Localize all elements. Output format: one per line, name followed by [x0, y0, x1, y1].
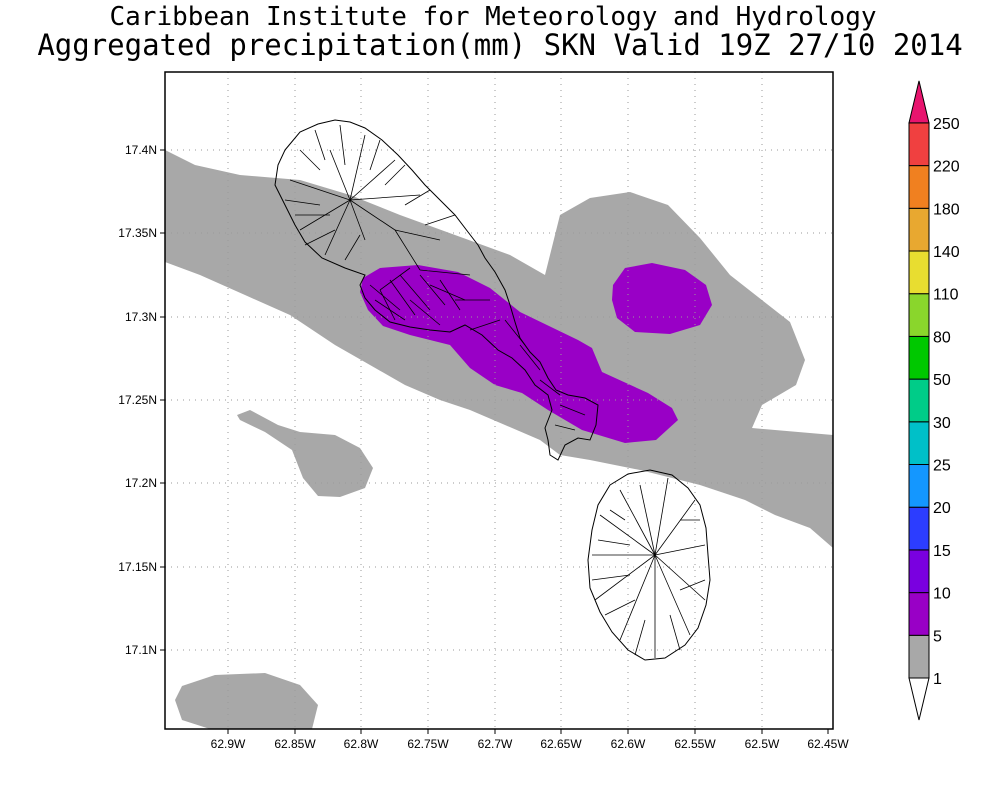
legend-label: 180	[933, 201, 960, 218]
legend-swatch	[908, 207, 930, 252]
legend-label: 250	[933, 116, 960, 133]
x-tick-label: 62.85W	[274, 737, 316, 751]
y-tick-label: 17.3N	[125, 310, 157, 324]
x-tick-label: 62.65W	[540, 737, 582, 751]
legend-swatch	[908, 378, 930, 423]
legend-label: 30	[933, 415, 951, 432]
map-title-line2: Aggregated precipitation(mm) SKN Valid 1…	[37, 28, 963, 62]
y-axis-labels: 17.4N 17.35N 17.3N 17.25N 17.2N 17.15N 1…	[118, 143, 157, 657]
y-tick-label: 17.4N	[125, 143, 157, 157]
legend-swatch	[908, 506, 930, 551]
island-st-kitts	[587, 469, 711, 661]
legend-label: 5	[933, 628, 942, 645]
legend-swatch	[908, 549, 930, 594]
tick-marks	[160, 149, 829, 734]
legend-label: 1	[933, 671, 942, 688]
x-tick-label: 62.45W	[807, 737, 849, 751]
legend-swatch	[908, 421, 930, 465]
legend-label: 50	[933, 372, 951, 389]
x-axis-labels: 62.9W 62.85W 62.8W 62.75W 62.7W 62.65W 6…	[211, 737, 850, 751]
x-tick-label: 62.6W	[611, 737, 646, 751]
y-tick-label: 17.2N	[125, 476, 157, 490]
precip-blob-1-5mm-southwest	[175, 673, 318, 729]
island-st-kitts-outline	[587, 469, 711, 661]
legend-swatch	[908, 335, 930, 380]
legend-swatch	[908, 634, 930, 679]
legend-swatch	[908, 464, 930, 508]
legend-label: 10	[933, 586, 951, 603]
x-tick-label: 62.75W	[407, 737, 449, 751]
legend-arrow-low	[908, 677, 930, 721]
y-tick-label: 17.1N	[125, 643, 157, 657]
x-tick-label: 62.9W	[211, 737, 246, 751]
legend-label: 15	[933, 543, 951, 560]
precip-blob-1-5mm-west	[237, 410, 373, 497]
x-tick-label: 62.7W	[478, 737, 513, 751]
legend-arrow-high	[908, 80, 930, 124]
y-tick-label: 17.25N	[118, 393, 157, 407]
map-title-line1: Caribbean Institute for Meteorology and …	[109, 2, 877, 32]
legend-swatch	[908, 165, 930, 209]
precip-field	[165, 150, 833, 729]
y-tick-label: 17.35N	[118, 226, 157, 240]
legend-label: 80	[933, 329, 951, 346]
island-nevis	[274, 119, 599, 461]
legend-swatch	[908, 250, 930, 295]
y-tick-label: 17.15N	[118, 560, 157, 574]
legend-swatch	[908, 122, 930, 167]
legend-label: 25	[933, 458, 951, 475]
legend-label: 110	[933, 287, 959, 304]
precip-blob-5-10mm-east	[612, 263, 712, 334]
precip-band-5-10mm	[360, 265, 678, 443]
x-tick-label: 62.8W	[344, 737, 379, 751]
x-tick-label: 62.55W	[674, 737, 716, 751]
legend-label: 140	[933, 244, 960, 261]
x-tick-label: 62.5W	[745, 737, 780, 751]
legend-swatch	[908, 293, 930, 337]
island-nevis-watersheds	[284, 124, 586, 431]
legend-swatch	[908, 592, 930, 636]
island-st-kitts-watersheds	[591, 477, 706, 658]
legend-label: 220	[933, 159, 960, 176]
legend-label: 20	[933, 500, 951, 517]
island-nevis-outline	[274, 119, 599, 461]
